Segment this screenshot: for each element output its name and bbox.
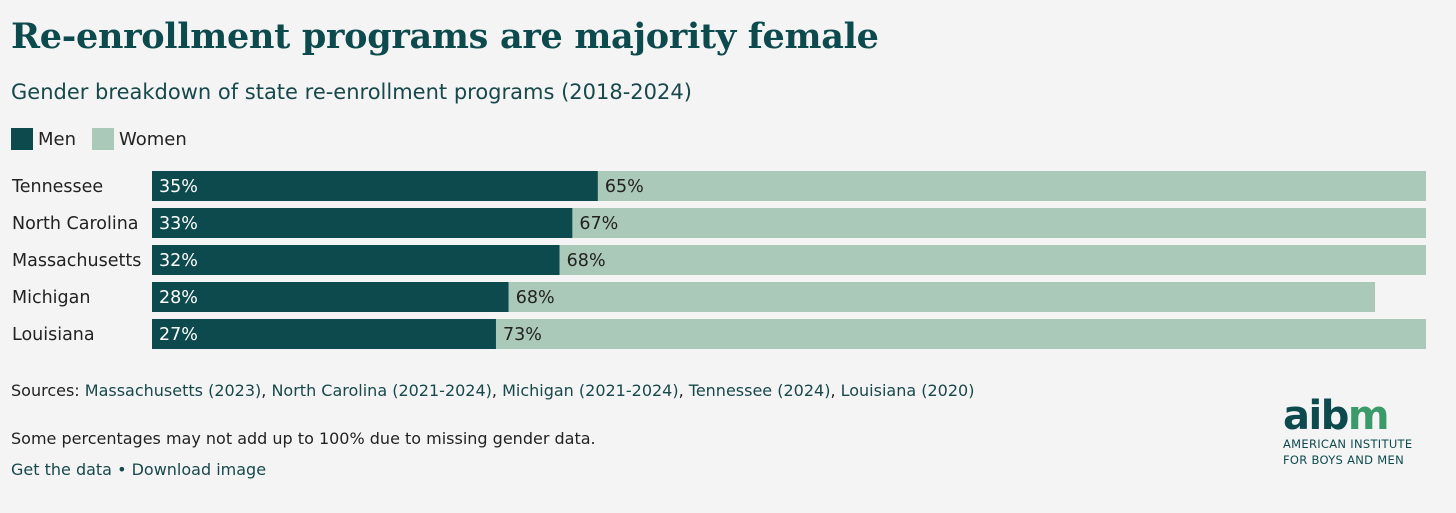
bar-men-massachusetts: [152, 245, 560, 275]
data-label-women-michigan: 68%: [516, 288, 555, 308]
bar-women-north-carolina: [572, 208, 1426, 238]
source-link-michigan[interactable]: Michigan (2021-2024): [502, 381, 679, 400]
footnote: Some percentages may not add up to 100% …: [11, 429, 596, 448]
data-label-women-massachusetts: 68%: [567, 251, 606, 271]
aibm-logo: aibm AMERICAN INSTITUTE FOR BOYS AND MEN: [1283, 393, 1413, 467]
data-label-men-louisiana: 27%: [159, 325, 198, 345]
data-label-men-tennessee: 35%: [159, 177, 198, 197]
sources-line: Sources: Massachusetts (2023), North Car…: [11, 381, 975, 400]
legend-item-women: Women: [92, 128, 187, 150]
sources-prefix: Sources:: [11, 381, 85, 400]
data-label-women-louisiana: 73%: [503, 325, 542, 345]
category-label-louisiana: Louisiana: [12, 325, 95, 345]
bar-women-louisiana: [495, 319, 1427, 349]
category-label-north-carolina: North Carolina: [12, 214, 139, 234]
source-link-north-carolina[interactable]: North Carolina (2021-2024): [271, 381, 492, 400]
legend-label-men: Men: [38, 128, 77, 150]
get-data-link[interactable]: Get the data: [11, 460, 112, 479]
bar-women-michigan: [508, 282, 1376, 312]
bar-women-massachusetts: [559, 245, 1426, 275]
bullet-separator: •: [111, 460, 132, 479]
data-label-men-massachusetts: 32%: [159, 251, 198, 271]
category-label-massachusetts: Massachusetts: [12, 251, 141, 271]
source-link-tennessee[interactable]: Tennessee (2024): [688, 381, 831, 400]
bar-women-tennessee: [597, 171, 1426, 201]
legend-swatch-women: [92, 128, 115, 150]
data-label-women-tennessee: 65%: [605, 177, 644, 197]
logo-org-line-1: AMERICAN INSTITUTE: [1283, 437, 1413, 451]
footer-links: Get the data • Download image: [11, 460, 266, 479]
stacked-bar-chart: Tennessee 35% 65% North Carolina 33% 67% Massa…: [11, 171, 1427, 349]
bar-men-tennessee: [152, 171, 598, 201]
download-image-link[interactable]: Download image: [131, 460, 267, 479]
legend: Men Women: [11, 128, 203, 150]
bar-men-louisiana: [152, 319, 496, 349]
data-label-women-north-carolina: 67%: [579, 214, 618, 234]
bar-men-north-carolina: [152, 208, 573, 238]
legend-item-men: Men: [11, 128, 76, 150]
bar-men-michigan: [152, 282, 509, 312]
category-label-michigan: Michigan: [12, 288, 90, 308]
source-link-louisiana[interactable]: Louisiana (2020): [840, 381, 975, 400]
logo-org-line-2: FOR BOYS AND MEN: [1283, 453, 1404, 467]
chart-title: Re-enrollment programs are majority fema…: [11, 16, 879, 57]
legend-swatch-men: [11, 128, 33, 150]
chart-subtitle: Gender breakdown of state re-enrollment …: [11, 80, 692, 104]
legend-label-women: Women: [119, 128, 187, 150]
source-link-massachusetts[interactable]: Massachusetts (2023): [84, 381, 262, 400]
data-label-men-michigan: 28%: [159, 288, 198, 308]
logo-wordmark: aibm: [1283, 393, 1390, 439]
category-label-tennessee: Tennessee: [11, 177, 103, 197]
data-label-men-north-carolina: 33%: [159, 214, 198, 234]
